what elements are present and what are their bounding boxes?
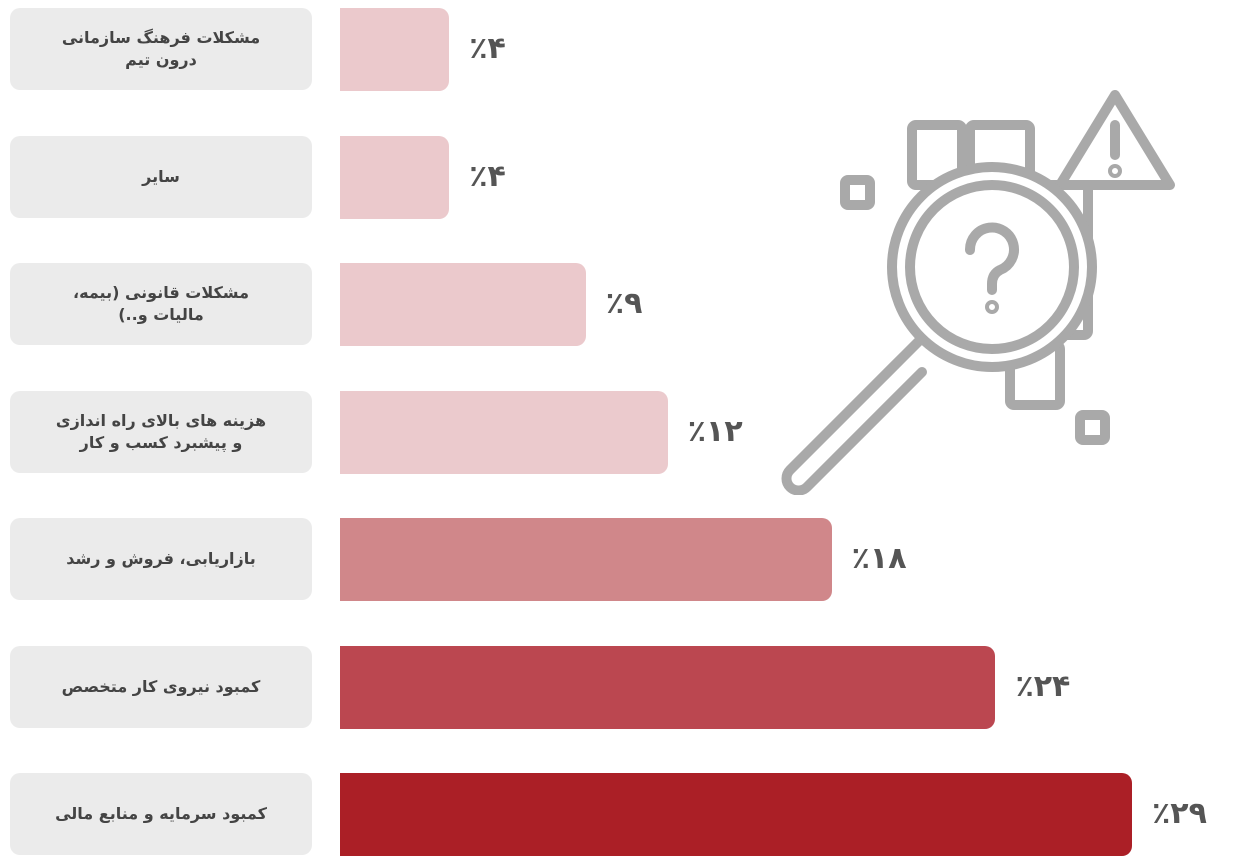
- bar: [340, 646, 995, 729]
- category-label: مشکلات قانونی (بیمه، مالیات و..): [10, 263, 312, 345]
- chart: مشکلات فرهنگ سازمانی درون تیم ٪۴ سایر ٪۴ مشک…: [0, 0, 1236, 858]
- illustration: [770, 85, 1190, 495]
- value-label: ٪۱۸: [852, 544, 907, 574]
- category-label: مشکلات فرهنگ سازمانی درون تیم: [10, 8, 312, 90]
- bar: [340, 136, 449, 219]
- value-label: ٪۴: [469, 162, 506, 192]
- value-label: ٪۱۲: [688, 417, 743, 447]
- category-label: کمبود سرمایه و منابع مالی: [10, 773, 312, 855]
- value-label: ٪۹: [606, 289, 643, 319]
- category-label: بازاریابی، فروش و رشد: [10, 518, 312, 600]
- bar: [340, 8, 449, 91]
- value-label: ٪۴: [469, 34, 506, 64]
- category-label: هزینه های بالای راه اندازی و پیشبرد کسب …: [10, 391, 312, 473]
- bar: [340, 263, 586, 346]
- bar: [340, 773, 1132, 856]
- category-label: سایر: [10, 136, 312, 218]
- value-label: ٪۲۹: [1152, 799, 1207, 829]
- bar: [340, 518, 832, 601]
- value-label: ٪۲۴: [1015, 672, 1070, 702]
- bar: [340, 391, 668, 474]
- category-label: کمبود نیروی کار متخصص: [10, 646, 312, 728]
